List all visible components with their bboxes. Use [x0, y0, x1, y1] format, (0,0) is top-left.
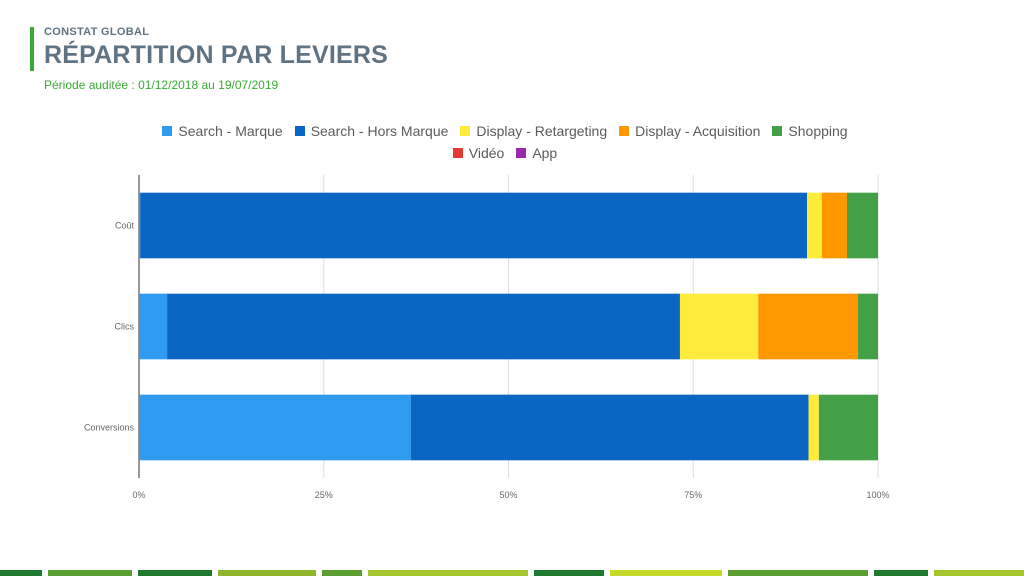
- section-eyebrow: CONSTAT GLOBAL: [44, 26, 150, 38]
- footer-stripe-segment: [534, 570, 604, 576]
- legend-label: Search - Marque: [178, 123, 283, 139]
- legend-label: Vidéo: [468, 145, 505, 161]
- legend-label: Display - Retargeting: [476, 123, 608, 139]
- legend-swatch: [460, 126, 471, 136]
- category-label: Conversions: [84, 423, 135, 433]
- audit-period: Période auditée : 01/12/2018 au 19/07/20…: [44, 78, 279, 92]
- bar-segment: [821, 192, 847, 259]
- legend-swatch: [619, 126, 630, 136]
- bar-segment: [807, 192, 822, 259]
- legend-label: App: [532, 145, 558, 161]
- page-title: RÉPARTITION PAR LEVIERS: [44, 41, 388, 69]
- x-tick-label: 25%: [315, 490, 333, 500]
- x-tick-label: 75%: [684, 490, 702, 500]
- x-tick-label: 50%: [499, 490, 517, 500]
- legend-label: Display - Acquisition: [635, 123, 761, 139]
- chart-legend: Search - Marque Search - Hors Marque Displ…: [60, 120, 950, 164]
- legend-swatch: [452, 148, 463, 158]
- legend-item: App: [516, 142, 557, 164]
- legend-label: Search - Hors Marque: [310, 123, 449, 139]
- bar-segment: [858, 293, 878, 360]
- bar-segment: [808, 394, 819, 461]
- legend-swatch: [516, 148, 527, 158]
- footer-stripe-segment: [368, 570, 528, 576]
- legend-label: Shopping: [788, 123, 848, 139]
- legend-swatch: [772, 126, 783, 136]
- bar-segment: [139, 192, 141, 259]
- footer-stripe-segment: [874, 570, 928, 576]
- footer-stripe-segment: [322, 570, 362, 576]
- footer-stripe-segment: [610, 570, 722, 576]
- bar-segment: [410, 394, 809, 461]
- footer-stripe-segment: [48, 570, 132, 576]
- title-accent-bar: [30, 27, 34, 71]
- x-tick-label: 0%: [132, 490, 145, 500]
- footer-stripe-segment: [218, 570, 316, 576]
- legend-swatch: [294, 126, 305, 136]
- bar-segment: [140, 192, 808, 259]
- footer-stripe-segment: [0, 570, 42, 576]
- bar-segment: [818, 394, 878, 461]
- footer-stripe-segment: [138, 570, 212, 576]
- bar-segment: [139, 394, 411, 461]
- category-label: Clics: [115, 322, 135, 332]
- footer-stripe-segment: [934, 570, 1024, 576]
- legend-item: Search - Marque: [162, 120, 283, 142]
- legend-item: Search - Hors Marque: [294, 120, 449, 142]
- legend-item: Vidéo: [452, 142, 505, 164]
- legend-item: Display - Acquisition: [619, 120, 760, 142]
- bar-segment: [846, 192, 878, 259]
- category-label: Coût: [115, 221, 135, 231]
- x-tick-label: 100%: [866, 490, 889, 500]
- legend-item: Display - Retargeting: [460, 120, 607, 142]
- legend-swatch: [162, 126, 173, 136]
- bar-segment: [167, 293, 680, 360]
- bar-segment: [679, 293, 759, 360]
- legend-item: Shopping: [772, 120, 848, 142]
- footer-stripe-segment: [728, 570, 868, 576]
- bar-segment: [139, 293, 168, 360]
- bar-segment: [758, 293, 859, 360]
